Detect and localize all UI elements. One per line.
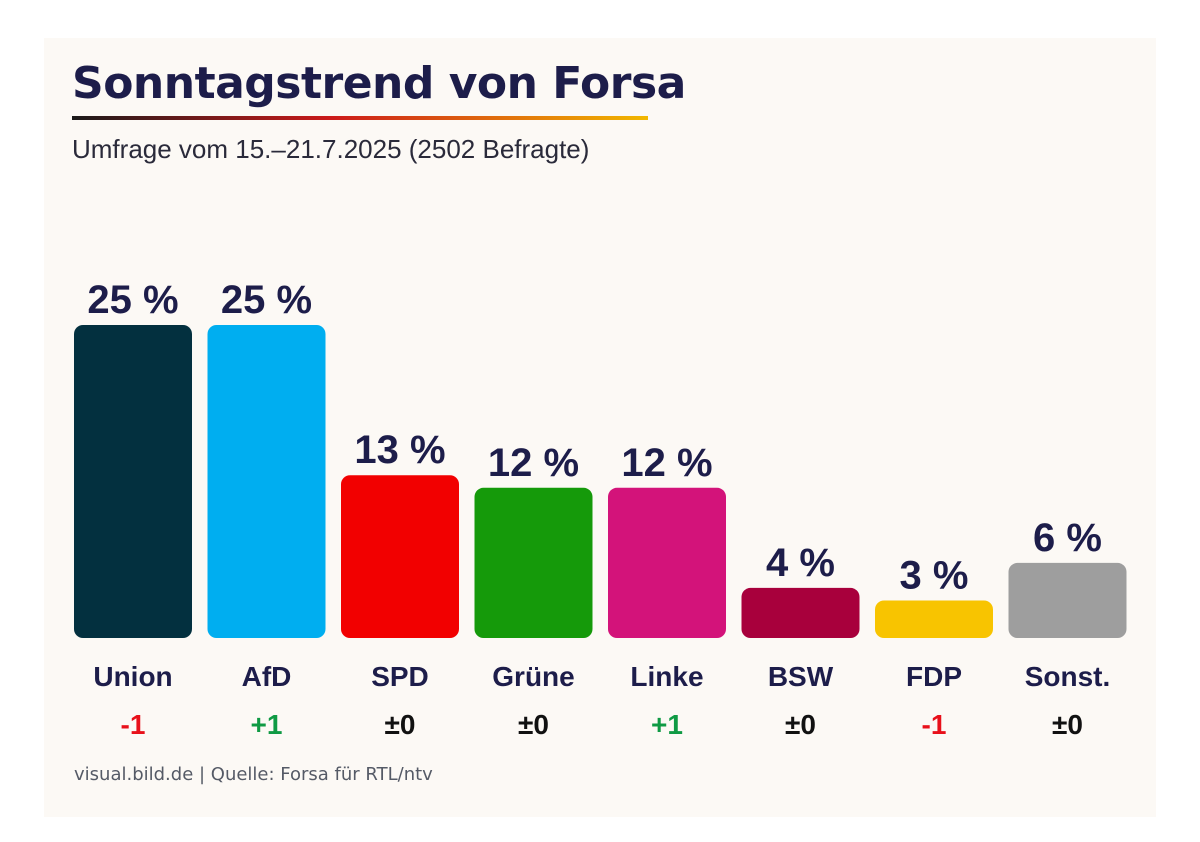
category-label-1: Union — [93, 661, 172, 692]
bar-1 — [74, 325, 192, 638]
value-label-5: 12 % — [621, 441, 712, 485]
category-label-8: Sonst. — [1025, 661, 1111, 692]
change-label-4: ±0 — [518, 709, 549, 740]
source-note: visual.bild.de | Quelle: Forsa für RTL/n… — [74, 764, 433, 785]
value-label-8: 6 % — [1033, 516, 1102, 560]
value-label-7: 3 % — [900, 553, 969, 597]
bar-3 — [341, 475, 459, 638]
change-label-2: +1 — [251, 709, 283, 740]
category-label-4: Grüne — [492, 661, 574, 692]
bar-6 — [741, 587, 860, 638]
change-label-1: -1 — [121, 709, 146, 740]
value-label-3: 13 % — [354, 428, 445, 472]
change-label-8: ±0 — [1052, 709, 1083, 740]
bar-4 — [474, 487, 593, 638]
change-label-5: +1 — [651, 709, 683, 740]
chart-subtitle: Umfrage vom 15.–21.7.2025 (2502 Befragte… — [72, 134, 590, 164]
category-label-3: SPD — [371, 661, 429, 692]
change-label-3: ±0 — [385, 709, 416, 740]
chart-title: Sonntagstrend von Forsa — [72, 58, 686, 109]
value-label-6: 4 % — [766, 541, 835, 585]
change-label-6: ±0 — [785, 709, 816, 740]
category-label-5: Linke — [630, 661, 703, 692]
category-label-2: AfD — [242, 661, 292, 692]
chart-card: Sonntagstrend von Forsa Umfrage vom 15.–… — [44, 38, 1156, 817]
bar-7 — [875, 600, 993, 638]
value-label-2: 25 % — [221, 278, 312, 322]
bar-8 — [1008, 562, 1127, 638]
bar-2 — [207, 325, 326, 638]
category-label-7: FDP — [906, 661, 962, 692]
category-label-6: BSW — [768, 661, 834, 692]
bar-5 — [608, 487, 726, 638]
value-label-1: 25 % — [87, 278, 178, 322]
title-underline — [72, 116, 648, 120]
value-label-4: 12 % — [488, 441, 579, 485]
change-label-7: -1 — [922, 709, 947, 740]
bar-chart: 25 % Union -1 25 % AfD +1 13 % SPD ±0 12 % Grüne ±0… — [74, 278, 1127, 740]
